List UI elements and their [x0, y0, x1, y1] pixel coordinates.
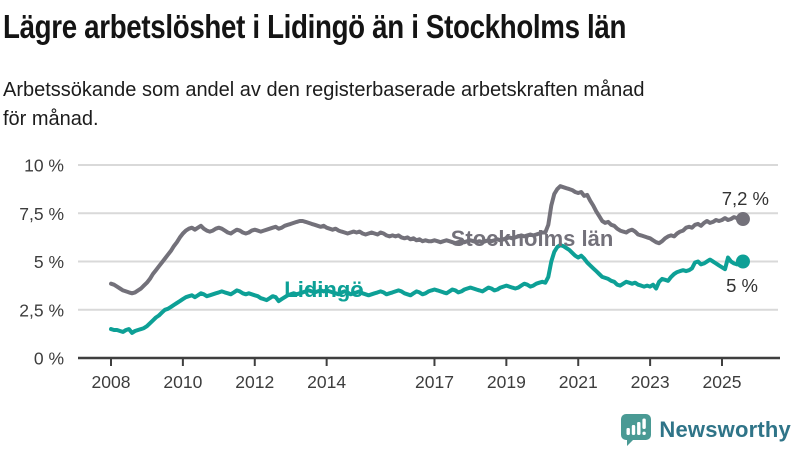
chart-subtitle: Arbetssökande som andel av den registerb… — [3, 76, 645, 135]
y-tick-label: 5 % — [34, 252, 64, 272]
series-line-stockholms-l-n — [109, 184, 745, 296]
series-end-dot — [735, 212, 750, 227]
x-tick-label: 2008 — [92, 372, 131, 392]
line-chart: 10 % 7,5 % 5 % 2,5 % 0 % 2008 2010 2012 2014 2017… — [19, 156, 780, 392]
subtitle-line-1: Arbetssökande som andel av den registerb… — [3, 79, 645, 101]
series-end-dot — [735, 254, 750, 269]
x-tick-label: 2021 — [559, 372, 598, 392]
subtitle-line-2: för månad. — [3, 108, 99, 131]
series-label: Stockholms län — [451, 226, 614, 251]
newsworthy-logo: Newsworthy — [620, 413, 791, 447]
y-tick-label: 0 % — [34, 349, 64, 369]
y-tick-label: 2,5 % — [19, 300, 64, 320]
x-tick-label: 2025 — [703, 372, 742, 392]
series-end-value-label: 5 % — [726, 275, 758, 296]
series-label: Lidingö — [284, 277, 363, 302]
page-title: Lägre arbetslöshet i Lidingö än i Stockh… — [3, 8, 627, 45]
x-tick-label: 2019 — [487, 372, 526, 392]
series-line-liding- — [109, 243, 745, 335]
y-tick-label: 10 % — [24, 156, 64, 176]
y-tick-label: 7,5 % — [19, 204, 64, 224]
x-tick-label: 2023 — [631, 372, 670, 392]
series-end-value-label: 7,2 % — [722, 188, 769, 209]
x-tick-label: 2014 — [307, 372, 346, 392]
newsworthy-logo-text: Newsworthy — [659, 417, 791, 442]
newsworthy-logo-icon — [621, 414, 652, 446]
x-tick-label: 2017 — [415, 372, 454, 392]
x-tick-label: 2010 — [163, 372, 202, 392]
x-tick-label: 2012 — [235, 372, 274, 392]
